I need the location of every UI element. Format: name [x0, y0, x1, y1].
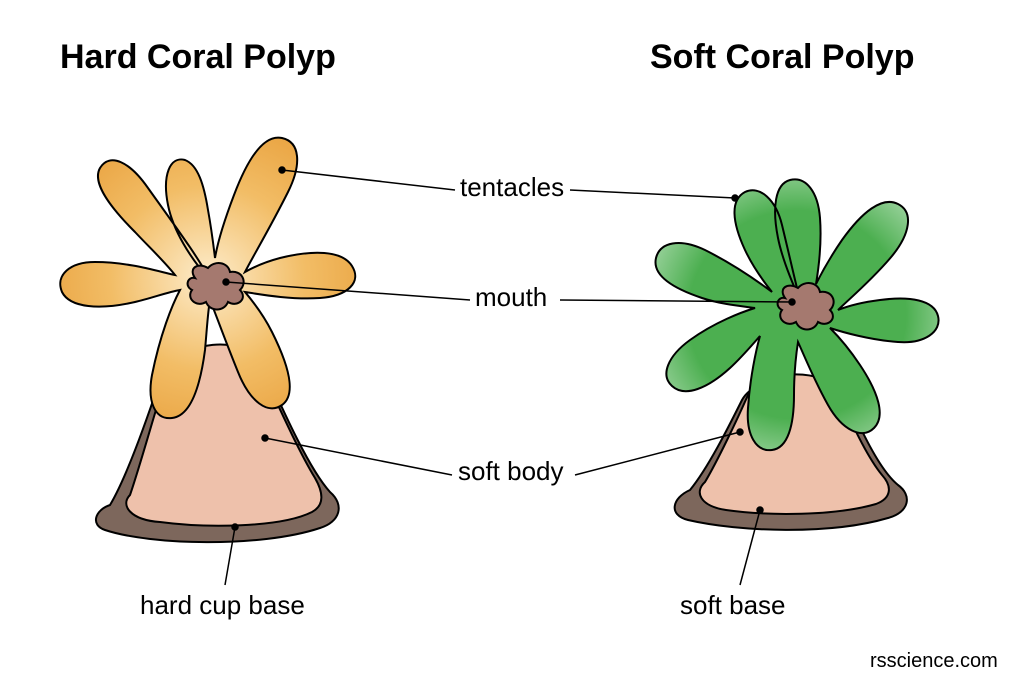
label-soft-body: soft body	[458, 456, 564, 487]
diagram-canvas: Hard Coral Polyp Soft Coral Polyp tentac…	[0, 0, 1024, 688]
attribution-text: rsscience.com	[870, 650, 998, 673]
label-soft-base: soft base	[680, 590, 786, 621]
diagram-svg	[0, 0, 1024, 688]
label-hard-cup-base: hard cup base	[140, 590, 305, 621]
title-hard-coral: Hard Coral Polyp	[60, 38, 336, 77]
label-tentacles: tentacles	[460, 172, 564, 203]
label-mouth: mouth	[475, 282, 547, 313]
title-soft-coral: Soft Coral Polyp	[650, 38, 914, 77]
